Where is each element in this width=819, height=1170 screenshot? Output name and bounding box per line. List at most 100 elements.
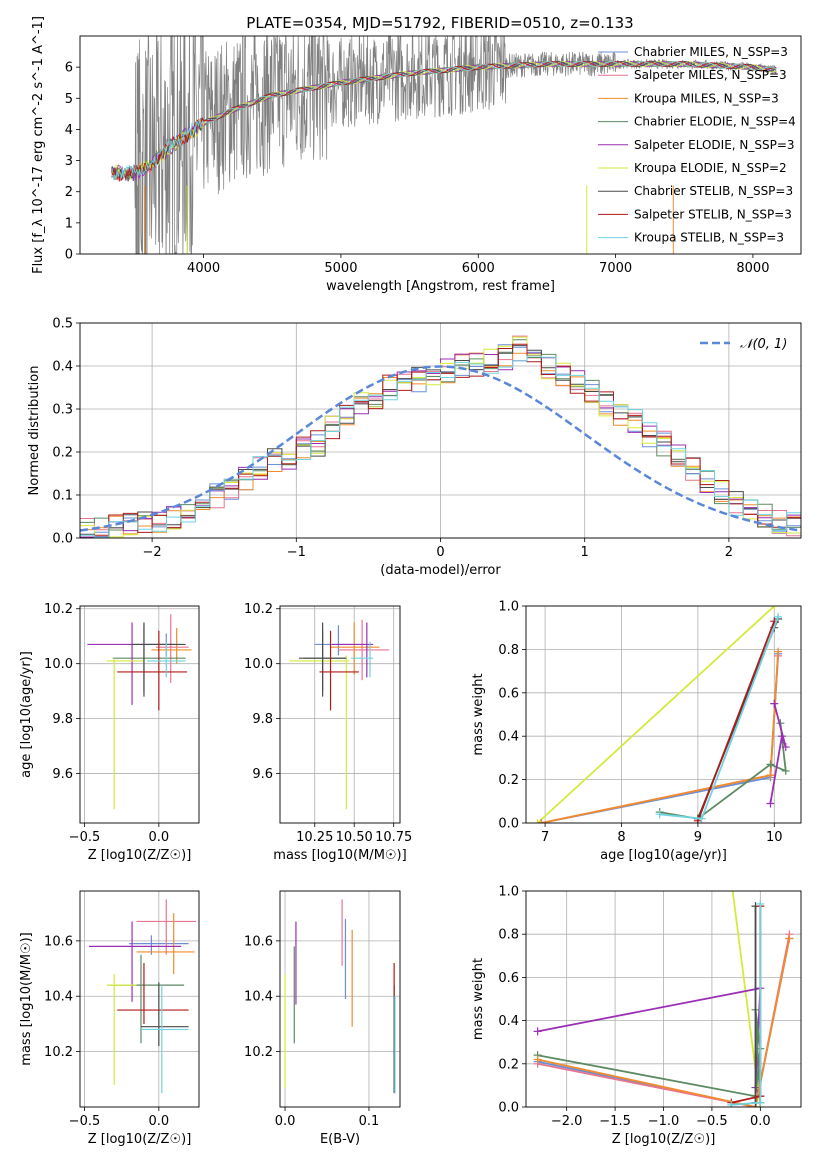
weight-marker-kroupa_stelib xyxy=(697,814,706,823)
y-tick-label: 0.5 xyxy=(52,317,73,332)
normal-curve xyxy=(79,365,802,532)
y-tick-label: 0.4 xyxy=(52,360,73,375)
x-tick-label: 9 xyxy=(694,830,702,845)
weight-marker-kroupa_stelib xyxy=(774,612,783,621)
axes-frame xyxy=(79,322,802,539)
weight-marker-kroupa_miles xyxy=(533,1055,542,1064)
weight-marker-salpeter_elodie xyxy=(781,743,790,752)
weight-marker-kroupa_stelib xyxy=(727,1100,736,1107)
weight-marker-kroupa_stelib xyxy=(756,899,765,908)
y-tick-label: 10.4 xyxy=(244,990,273,1005)
histogram-chabrier_stelib xyxy=(80,345,801,538)
model-line-kroupa_stelib xyxy=(111,61,777,182)
y-tick-label: 0.0 xyxy=(498,817,519,832)
histogram-kroupa_stelib xyxy=(80,355,801,538)
y-tick-label: 1.0 xyxy=(498,885,519,900)
x-tick-label: −0.5 xyxy=(69,1114,101,1129)
legend-label: Kroupa MILES, N_SSP=3 xyxy=(634,91,779,105)
y-axis-label: Normed distribution xyxy=(27,366,42,496)
x-axis-label: (data-model)/error xyxy=(380,563,501,578)
y-tick-label: 0.8 xyxy=(498,928,519,943)
legend-label: Kroupa ELODIE, N_SSP=2 xyxy=(634,161,787,175)
x-tick-label: 7000 xyxy=(599,261,632,276)
axes-frame xyxy=(79,605,200,824)
model-line-kroupa_miles xyxy=(111,61,777,180)
x-axis-label: Z [log10(Z/Z☉)] xyxy=(88,848,192,863)
axes-mass_vs_ebv: 0.0 0.1 10.2 10.4 10.6 E(B-V) xyxy=(244,890,401,1147)
y-tick-label: 10.0 xyxy=(244,657,273,672)
weight-marker-kroupa_miles xyxy=(774,647,783,656)
x-tick-label: −2 xyxy=(143,545,162,560)
x-tick-label: −2.0 xyxy=(551,1114,583,1129)
x-tick-label: −1.5 xyxy=(599,1114,631,1129)
weight-line-kroupa_elodie xyxy=(536,606,775,823)
y-tick-label: 10.2 xyxy=(244,1045,273,1060)
y-tick-label: 0.0 xyxy=(52,532,73,547)
y-tick-label: 0.1 xyxy=(52,489,73,504)
x-tick-label: 10 xyxy=(766,830,783,845)
x-tick-label: 4000 xyxy=(187,261,220,276)
weight-marker-salpeter_elodie xyxy=(533,1027,542,1036)
y-tick-label: 9.8 xyxy=(52,712,73,727)
legend-label: Salpeter ELODIE, N_SSP=3 xyxy=(634,138,795,152)
x-axis-label: E(B-V) xyxy=(320,1132,360,1147)
legend-label: Chabrier MILES, N_SSP=3 xyxy=(634,45,788,59)
y-tick-label: 10.2 xyxy=(244,602,273,617)
y-tick-label: 6 xyxy=(65,61,73,76)
weight-marker-salpeter_elodie xyxy=(770,699,779,708)
x-tick-label: −0.5 xyxy=(69,830,101,845)
x-tick-label: 7 xyxy=(541,830,549,845)
x-tick-label: 0.1 xyxy=(359,1114,380,1129)
y-tick-label: 5 xyxy=(65,92,73,107)
y-tick-label: 10.2 xyxy=(44,602,73,617)
weight-marker-chabrier_elodie xyxy=(766,760,775,769)
x-tick-label: 0.0 xyxy=(148,830,169,845)
y-tick-label: 0.2 xyxy=(52,446,73,461)
axes-weight_vs_age: 7 8 9 10 0.0 0.2 0.4 0.6 0.8 1.0 age [log10(age/yr… xyxy=(471,600,802,863)
axes-frame xyxy=(79,35,802,255)
x-tick-label: 2 xyxy=(725,545,733,560)
axes-frame xyxy=(79,890,200,1108)
legend-label: Salpeter MILES, N_SSP=3 xyxy=(634,68,787,82)
x-axis-label: Z [log10(Z/Z☉)] xyxy=(612,1132,716,1147)
y-tick-label: 3 xyxy=(65,154,73,169)
weight-marker-kroupa_elodie xyxy=(533,819,542,823)
axes-frame xyxy=(525,890,802,1108)
y-tick-label: 9.6 xyxy=(52,767,73,782)
y-tick-label: 0.2 xyxy=(498,773,519,788)
x-tick-label: 0.0 xyxy=(148,1114,169,1129)
weight-line-chabrier_elodie xyxy=(659,723,787,820)
axes-frame xyxy=(279,890,401,1108)
y-tick-label: 0.3 xyxy=(52,403,73,418)
legend-label: Kroupa STELIB, N_SSP=3 xyxy=(634,231,784,245)
y-tick-label: 2 xyxy=(65,185,73,200)
x-axis-label: age [log10(age/yr)] xyxy=(600,848,727,863)
axes-age_vs_Z: −0.5 0.0 9.6 9.8 10.0 10.2 Z [log10(Z/Z☉)] age … xyxy=(19,602,200,863)
model-line-salpeter_stelib xyxy=(111,61,777,182)
y-tick-label: 10.0 xyxy=(44,657,73,672)
x-tick-label: −1 xyxy=(287,545,306,560)
y-tick-label: 1 xyxy=(65,216,73,231)
x-tick-label: 1 xyxy=(581,545,589,560)
x-tick-label: 0.0 xyxy=(275,1114,296,1129)
weight-marker-kroupa_elodie xyxy=(770,606,779,610)
y-tick-label: 0.2 xyxy=(498,1057,519,1072)
weight-line-kroupa_miles xyxy=(541,651,779,823)
weight-marker-kroupa_stelib xyxy=(655,810,664,819)
y-axis-label: Flux [f_λ 10^-17 erg cm^-2 s^-1 A^-1] xyxy=(31,16,46,274)
weight-marker-kroupa_miles xyxy=(537,819,546,823)
weight-line-kroupa_miles xyxy=(537,938,791,1107)
y-tick-label: 0.4 xyxy=(498,730,519,745)
axes-age_vs_mass: 10.25 10.50 10.75 9.6 9.8 10.0 10.2 mass [log10… xyxy=(244,602,412,863)
y-tick-label: 0.6 xyxy=(498,971,519,986)
legend-label: Salpeter STELIB, N_SSP=3 xyxy=(634,207,792,221)
weight-marker-salpeter_elodie xyxy=(766,799,775,808)
x-tick-label: 10.25 xyxy=(296,830,333,845)
y-tick-label: 9.6 xyxy=(252,767,273,782)
y-tick-label: 0.8 xyxy=(498,643,519,658)
y-tick-label: 10.4 xyxy=(44,990,73,1005)
y-tick-label: 0 xyxy=(65,248,73,263)
x-tick-label: 8 xyxy=(617,830,625,845)
y-tick-label: 10.2 xyxy=(44,1045,73,1060)
y-axis-label: age [log10(age/yr)] xyxy=(19,651,34,778)
